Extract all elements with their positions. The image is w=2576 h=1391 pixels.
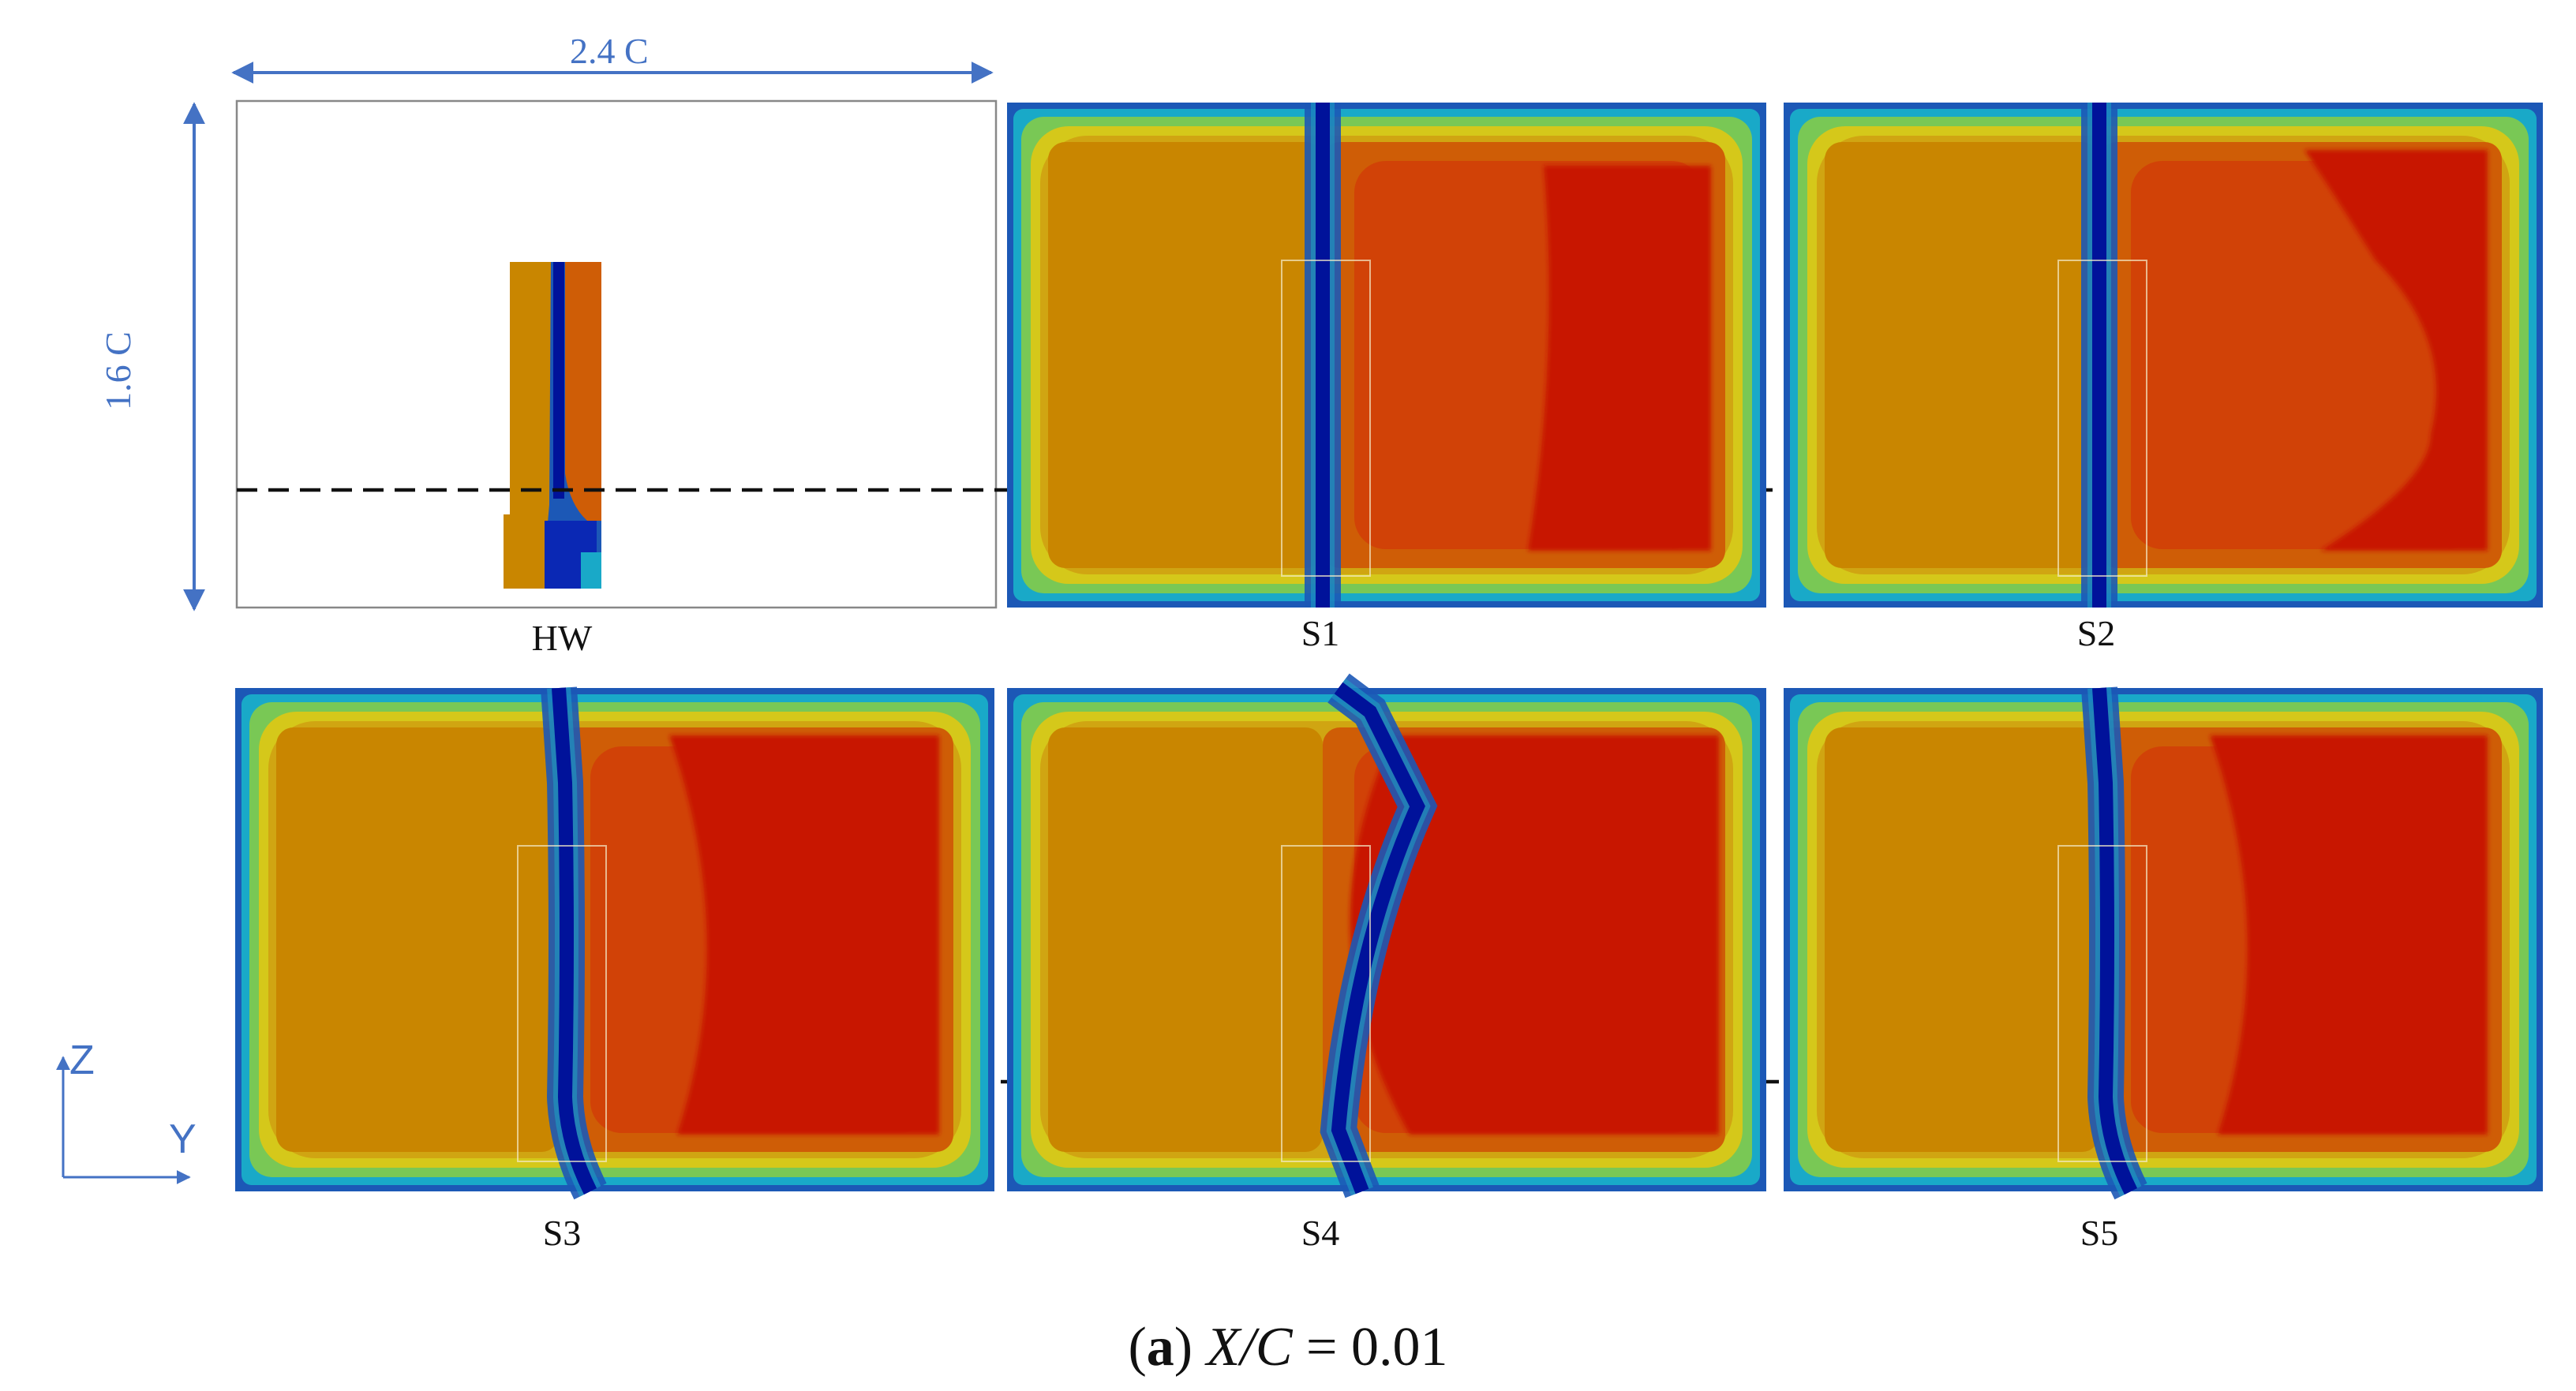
caption-variable: X/C <box>1206 1317 1293 1378</box>
panel-label-hw: HW <box>531 618 593 658</box>
caption-letter: a <box>1146 1317 1174 1378</box>
panel-label-s1: S1 <box>1301 613 1340 653</box>
axis-z-label: Z <box>69 1038 95 1083</box>
figure-caption: (a) X/C = 0.01 <box>1128 1317 1448 1378</box>
panel-hw <box>235 99 998 609</box>
contour-panel-s1 <box>1007 103 1766 608</box>
axis-y-label: Y <box>169 1116 197 1162</box>
axis-triad <box>56 1056 191 1184</box>
width-dimension-label: 2.4 C <box>570 31 649 71</box>
panel-label-s4: S4 <box>1301 1213 1340 1253</box>
panel-label-s5: S5 <box>2080 1213 2119 1253</box>
contour-panel-s3 <box>235 686 994 1200</box>
panel-label-s2: S2 <box>2076 613 2116 653</box>
panel-label-s3: S3 <box>542 1213 582 1253</box>
contour-panel-s2 <box>1784 103 2543 608</box>
contour-panel-s4 <box>1007 673 1766 1198</box>
caption-value: = 0.01 <box>1292 1317 1448 1378</box>
height-dimension-label: 1.6 C <box>98 331 138 410</box>
contour-panel-s5 <box>1784 686 2543 1200</box>
